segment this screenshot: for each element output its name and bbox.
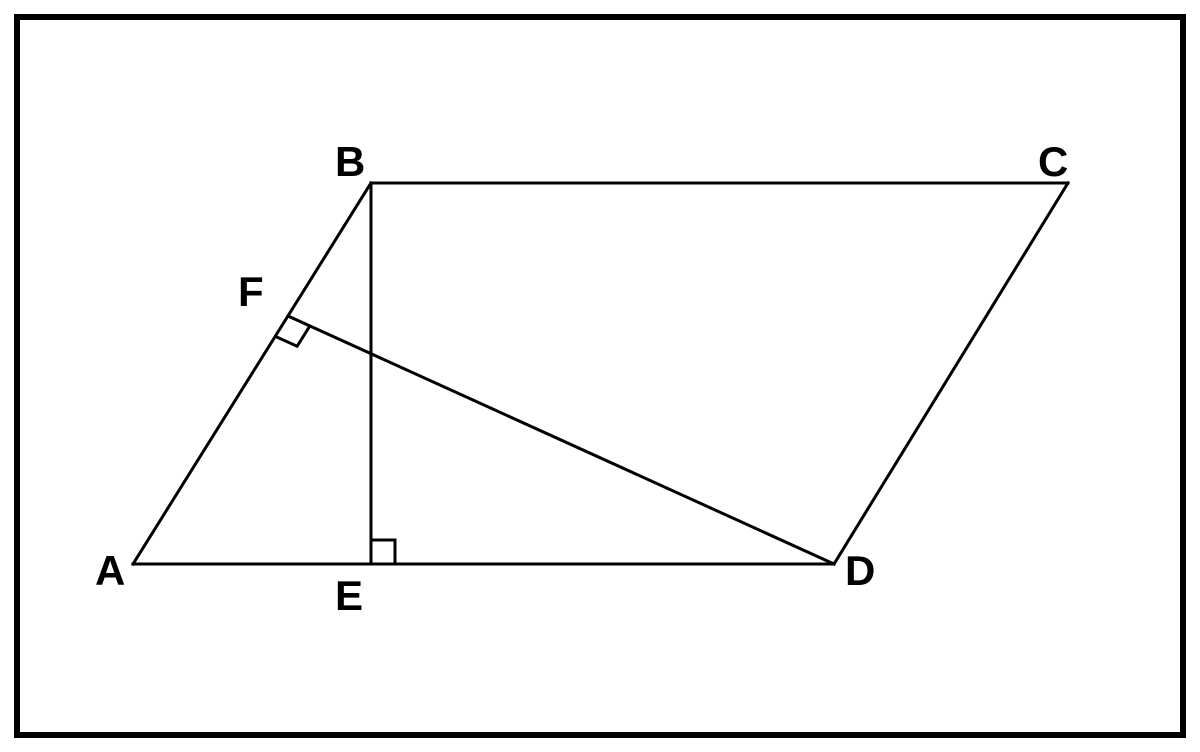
vertex-label-D: D <box>845 547 875 595</box>
geometry-diagram <box>0 0 1200 752</box>
edge-C-D <box>834 183 1068 564</box>
vertex-label-C: C <box>1038 138 1068 186</box>
edge-A-B <box>133 183 371 564</box>
vertex-label-E: E <box>335 572 363 620</box>
vertex-label-A: A <box>95 547 125 595</box>
right-angle-marker-E <box>371 540 395 564</box>
vertex-label-F: F <box>238 268 264 316</box>
vertex-label-B: B <box>335 138 365 186</box>
